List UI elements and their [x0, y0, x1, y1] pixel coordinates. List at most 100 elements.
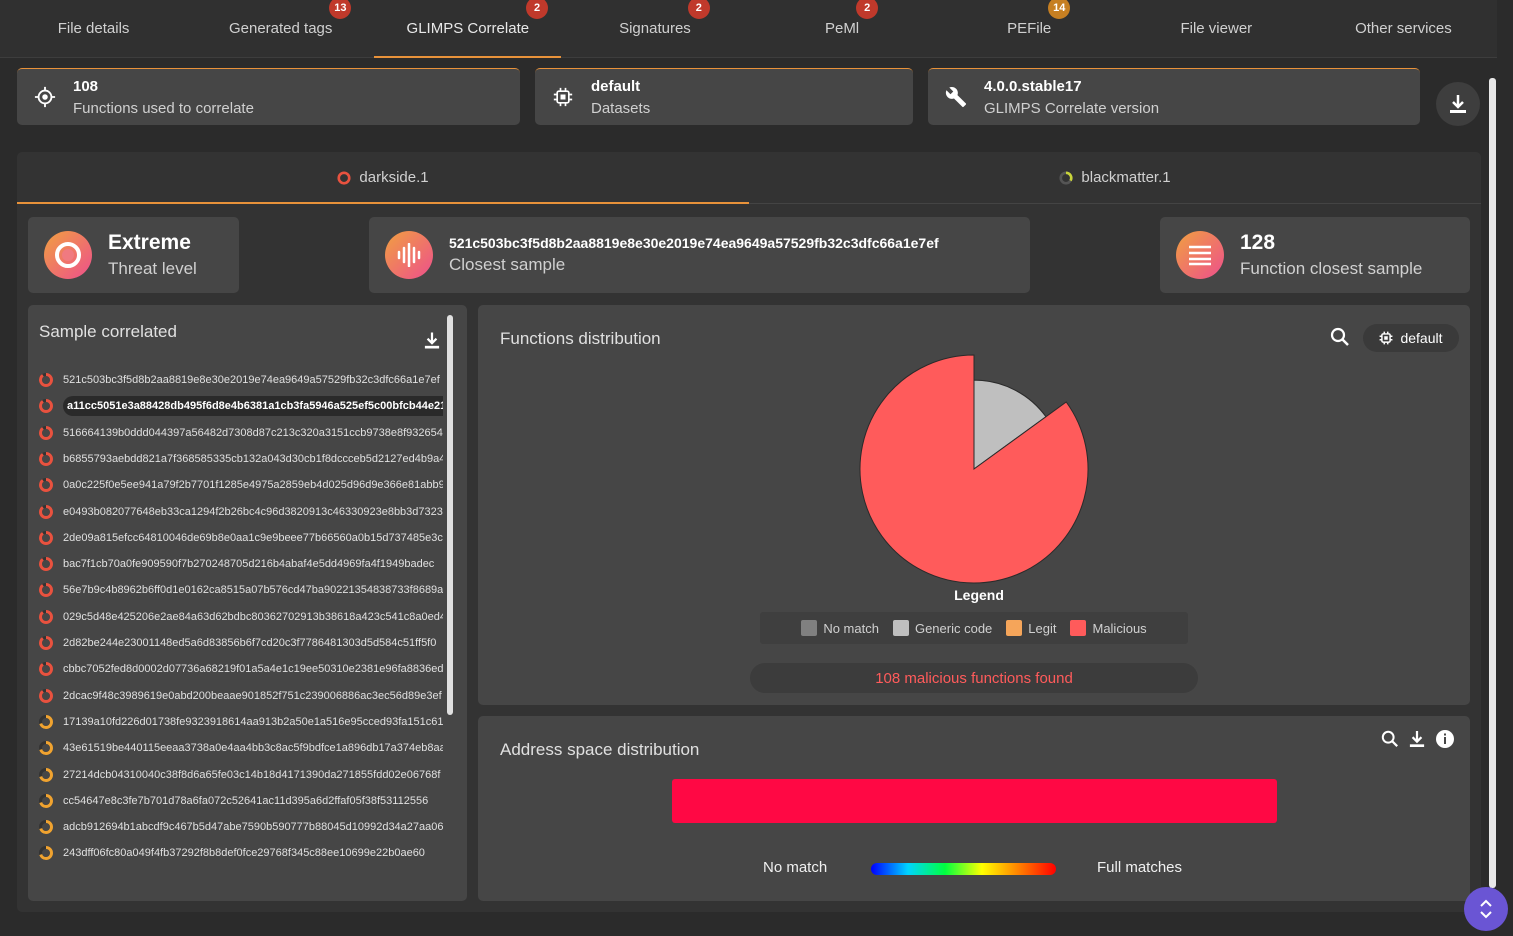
sample-hash: 516664139b0ddd044397a56482d7308d87c213c3… — [63, 426, 443, 439]
list-item[interactable]: cbbc7052fed8d0002d07736a68219f01a5a4e1c1… — [38, 658, 443, 680]
chip-icon — [1380, 331, 1393, 345]
list-item[interactable]: 029c5d48e425206e2ae84a63d62bdbc803627029… — [38, 606, 443, 628]
sample-correlated-card: Sample correlated 521c503bc3f5d8b2aa8819… — [28, 305, 467, 901]
legend-item[interactable]: Generic code — [892, 620, 993, 636]
list-item[interactable]: e0493b082077648eb33ca1294f2b26bc4c96d382… — [38, 501, 443, 523]
list-item[interactable]: 56e7b9c4b8962b6ff0d1e0162ca8515a07b576cd… — [38, 579, 443, 601]
list-item[interactable]: adcb912694b1abcdf9c467b5d47abe7590b59077… — [38, 816, 443, 838]
download-address-button[interactable] — [1409, 730, 1425, 753]
legend-item[interactable]: Legit — [1006, 620, 1056, 636]
sample-hash: 029c5d48e425206e2ae84a63d62bdbc803627029… — [63, 610, 443, 623]
sample-hash: cbbc7052fed8d0002d07736a68219f01a5a4e1c1… — [63, 663, 443, 676]
closest-sample-card: 521c503bc3f5d8b2aa8819e8e30e2019e74ea964… — [369, 217, 1030, 293]
sample-correlated-title: Sample correlated — [39, 322, 177, 341]
tab-count-badge: 2 — [856, 0, 879, 19]
function-closest-card: 128 Function closest sample — [1160, 217, 1470, 293]
list-item[interactable]: 43e61519be440115eeaa3738a0e4aa4bb3c8ac5f… — [38, 737, 443, 759]
progress-ring-icon — [1059, 170, 1073, 185]
tab-generated-tags[interactable]: Generated tags 13 — [187, 0, 374, 57]
download-icon — [424, 332, 440, 349]
list-item[interactable]: bac7f1cb70a0fe909590f7b270248705d216b4ab… — [38, 553, 443, 575]
threat-level-label: Threat level — [108, 259, 197, 278]
search-icon — [1381, 730, 1398, 747]
download-samples-button[interactable] — [424, 331, 440, 355]
list-item[interactable]: cc54647e8c3fe7b701d78a6fa072c52641ac11d3… — [38, 790, 443, 812]
list-item[interactable]: a11cc5051e3a88428db495f6d8e4b6381a1cb3fa… — [38, 395, 443, 417]
tab-count-badge: 2 — [687, 0, 710, 19]
threat-ring-icon — [39, 425, 53, 440]
sample-hash: e0493b082077648eb33ca1294f2b26bc4c96d382… — [63, 505, 443, 518]
list-item[interactable]: 516664139b0ddd044397a56482d7308d87c213c3… — [38, 422, 443, 444]
zoom-button[interactable] — [1381, 730, 1399, 753]
pie-slice-malicious[interactable] — [859, 354, 1089, 584]
legend-item[interactable]: Malicious — [1070, 620, 1147, 636]
threat-ring-icon — [39, 557, 53, 572]
legend-swatch — [1006, 620, 1023, 636]
sample-hash: 0a0c225f0e5ee941a79f2b7701f1285e4975a285… — [63, 479, 443, 492]
download-icon — [1450, 95, 1466, 113]
sample-hash: bac7f1cb70a0fe909590f7b270248705d216b4ab… — [63, 558, 435, 571]
no-match-label: No match — [763, 859, 828, 876]
sample-hash: 43e61519be440115eeaa3738a0e4aa4bb3c8ac5f… — [63, 742, 443, 755]
functions-distribution-card: Functions distribution default Legend No… — [478, 305, 1470, 705]
closest-sample-label: Closest sample — [449, 255, 566, 274]
info-button[interactable] — [1435, 729, 1455, 754]
tab-signatures[interactable]: Signatures 2 — [561, 0, 748, 57]
threat-ring-icon — [39, 373, 53, 387]
tab-count-badge: 2 — [526, 0, 549, 19]
closest-sample-hash[interactable]: 521c503bc3f5d8b2aa8819e8e30e2019e74ea964… — [449, 235, 939, 251]
version-value: 4.0.0.stable17 — [984, 77, 1082, 95]
tab-file-details[interactable]: File details — [0, 0, 187, 57]
legend-label: Generic code — [914, 621, 993, 636]
sample-hash: adcb912694b1abcdf9c467b5d47abe7590b59077… — [63, 821, 443, 834]
chart-legend: No match Generic code Legit Malicious — [760, 612, 1188, 644]
sample-hash: 243dff06fc80a049f4fb37292f8b8def0fce2976… — [63, 847, 425, 860]
list-item[interactable]: 2d82be244e23001148ed5a6d83856b6f7cd20c3f… — [38, 632, 443, 654]
dataset-chip-label: default — [1400, 330, 1443, 346]
legend-swatch — [892, 620, 909, 636]
tab-peml[interactable]: PeMl 2 — [749, 0, 936, 57]
malicious-functions-summary: 108 malicious functions found — [750, 663, 1198, 693]
function-closest-label: Function closest sample — [1240, 259, 1423, 278]
tab-label: PeMl 2 — [825, 0, 879, 37]
dataset-chip[interactable]: default — [1363, 324, 1459, 352]
subtab-blackmatter[interactable]: blackmatter.1 — [749, 152, 1481, 203]
list-item[interactable]: 2de09a815efcc64810046de69b8e0aa1c9e9beee… — [38, 527, 443, 549]
list-item[interactable]: 27214dcb04310040c38f8d6a65fe03c14b18d417… — [38, 764, 443, 786]
datasets-value: default — [591, 77, 641, 95]
scroll-toggle-button[interactable] — [1464, 887, 1508, 931]
page-scrollbar[interactable] — [1489, 78, 1496, 888]
download-report-button[interactable] — [1436, 82, 1480, 126]
list-item[interactable]: 0a0c225f0e5ee941a79f2b7701f1285e4975a285… — [38, 474, 443, 496]
list-item[interactable]: 243dff06fc80a049f4fb37292f8b8def0fce2976… — [38, 842, 443, 864]
chip-icon — [535, 87, 591, 107]
threat-ring-icon — [39, 820, 53, 835]
list-item[interactable]: b6855793aebdd821a7f368585335cb132a043d30… — [38, 448, 443, 470]
threat-ring-icon — [39, 846, 53, 861]
threat-ring-icon — [39, 767, 53, 782]
subtab-darkside[interactable]: darkside.1 — [17, 152, 749, 204]
tab-pefile[interactable]: PEFile 14 — [936, 0, 1123, 57]
list-item[interactable]: 2dcac9f48c3989619e0abd200beaae901852f751… — [38, 685, 443, 707]
sample-hash: 27214dcb04310040c38f8d6a65fe03c14b18d417… — [63, 768, 441, 781]
threat-ring-icon — [39, 793, 53, 808]
threat-icon — [44, 231, 92, 279]
sample-hash: b6855793aebdd821a7f368585335cb132a043d30… — [63, 452, 443, 465]
tab-other-services[interactable]: Other services — [1310, 0, 1497, 57]
list-item[interactable]: 521c503bc3f5d8b2aa8819e8e30e2019e74ea964… — [38, 369, 443, 391]
tab-label: PEFile 14 — [1007, 0, 1071, 37]
list-item[interactable]: 17139a10fd226d01738fe9323918614aa913b2a5… — [38, 711, 443, 733]
pie-slice-generic-code[interactable] — [973, 379, 1047, 470]
subtab-blackmatter-label: blackmatter.1 — [1081, 169, 1171, 186]
tab-label: Other services — [1355, 20, 1452, 37]
version-label: GLIMPS Correlate version — [984, 99, 1160, 117]
sample-list-scrollbar[interactable] — [447, 315, 453, 715]
tab-glimps-correlate[interactable]: GLIMPS Correlate 2 — [374, 0, 562, 58]
zoom-button[interactable] — [1330, 327, 1350, 352]
top-tabbar: File details Generated tags 13 GLIMPS Corre… — [0, 0, 1497, 58]
dataset-subtabs: darkside.1 blackmatter.1 — [17, 152, 1481, 204]
legend-swatch — [1070, 620, 1087, 636]
address-space-bar[interactable] — [672, 779, 1277, 823]
tab-file-viewer[interactable]: File viewer — [1123, 0, 1310, 57]
legend-item[interactable]: No match — [801, 620, 879, 636]
